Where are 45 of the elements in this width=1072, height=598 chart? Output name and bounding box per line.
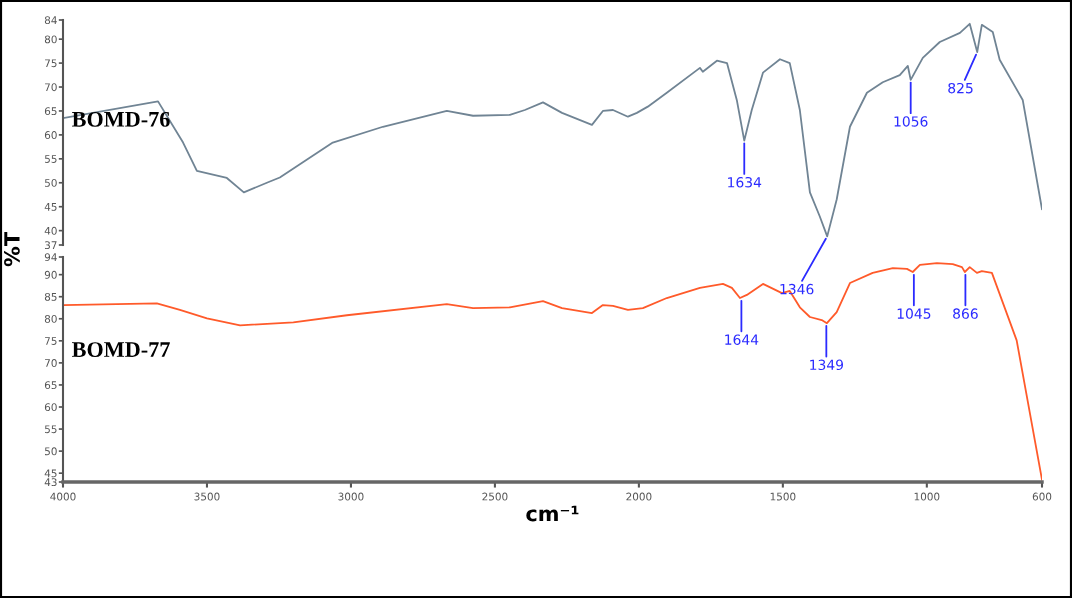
y-tick-label: 70 <box>45 359 57 367</box>
x-axis-title: cm⁻¹ <box>526 505 579 522</box>
y-tick-label: 75 <box>45 337 57 345</box>
y-tick-label: 50 <box>44 178 57 187</box>
x-tick-label: 2500 <box>482 492 508 501</box>
y-tick-label: 55 <box>44 155 57 163</box>
y-tick-label: 75 <box>45 59 57 68</box>
annotation: 1056 <box>894 116 928 127</box>
y-tick-label: 50 <box>44 447 57 456</box>
y-tick-label: 60 <box>44 403 57 412</box>
line-series <box>63 22 1042 238</box>
y-tick-label: 85 <box>44 292 57 301</box>
x-tick-label: 3500 <box>194 492 220 501</box>
annotation: 1634 <box>728 176 762 188</box>
y-tick-label: 45 <box>44 469 57 478</box>
annotation: 825 <box>948 82 973 94</box>
y-tick-label: 43 <box>44 478 57 487</box>
annotation: 1045 <box>897 308 931 319</box>
y-tick-label: 55 <box>44 425 57 434</box>
x-tick-label: 600 <box>1032 492 1052 501</box>
series-label: BOMD-77 <box>72 342 170 358</box>
y-tick-label: 45 <box>44 203 57 211</box>
series-label: BOMD-76 <box>72 111 170 127</box>
y-tick-label: 40 <box>44 226 57 235</box>
y-axis-title: %T <box>4 232 20 267</box>
x-tick-label: 3000 <box>338 492 364 501</box>
x-tick-label: 1000 <box>914 492 940 501</box>
y-tick-label: 70 <box>45 83 57 92</box>
y-tick-label: 65 <box>44 107 57 116</box>
y-tick-label: 65 <box>44 381 57 390</box>
annotation: 866 <box>953 308 978 319</box>
x-tick-label: 2000 <box>626 492 652 501</box>
annotation: 1644 <box>725 334 759 345</box>
x-tick-label: 4000 <box>50 492 76 501</box>
x-tick-label: 1500 <box>770 492 796 501</box>
annotation: 1346 <box>780 283 814 295</box>
y-tick-label: 80 <box>44 314 57 323</box>
y-tick-label: 94 <box>44 253 57 262</box>
y-tick-label: 60 <box>44 131 57 139</box>
y-tick-label: 84 <box>44 16 57 25</box>
y-tick-label: 80 <box>44 35 57 44</box>
annotation: 1349 <box>810 359 844 371</box>
line-series <box>63 262 1042 481</box>
y-tick-label: 90 <box>44 270 57 279</box>
y-tick-label: 37 <box>44 241 57 250</box>
